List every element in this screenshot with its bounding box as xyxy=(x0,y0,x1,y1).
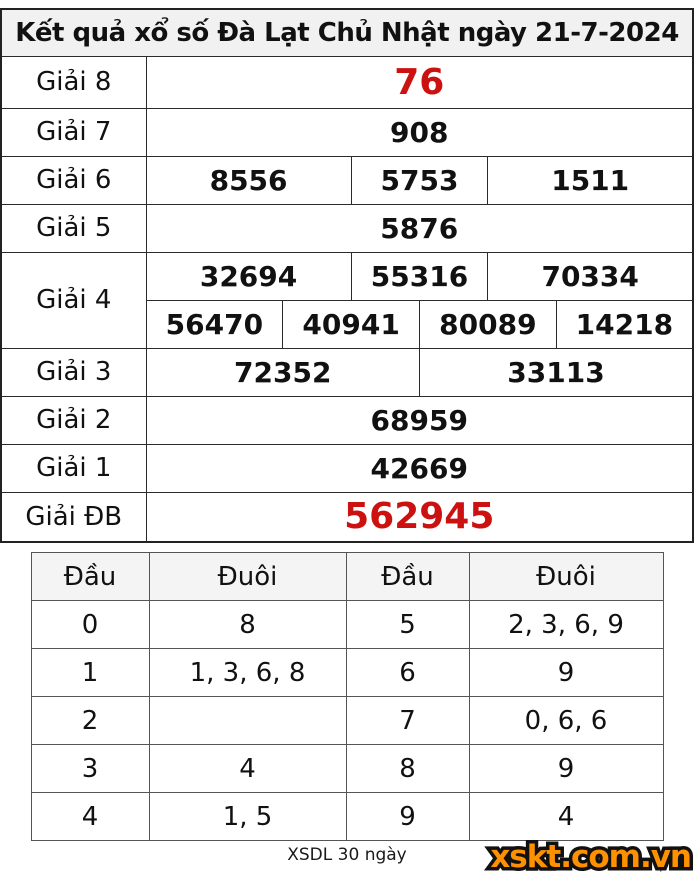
dau-cell: 9 xyxy=(345,792,470,841)
dau-cell: 8 xyxy=(345,744,470,793)
prize-value-g3-2: 33113 xyxy=(419,347,694,397)
prize-value-g4-5: 40941 xyxy=(282,299,420,349)
prize-value-g1: 42669 xyxy=(145,443,694,493)
duoi-header-2: Đuôi xyxy=(468,552,664,601)
prize-label-g2: Giải 2 xyxy=(0,395,147,445)
duoi-cell: 4 xyxy=(468,792,664,841)
duoi-cell: 4 xyxy=(148,744,347,793)
duoi-header-1: Đuôi xyxy=(148,552,347,601)
duoi-cell: 9 xyxy=(468,744,664,793)
prize-label-g4: Giải 4 xyxy=(0,251,147,349)
prize-value-g6-1: 8556 xyxy=(145,155,352,205)
duoi-cell: 8 xyxy=(148,600,347,649)
dau-cell: 5 xyxy=(345,600,470,649)
dau-duoi-row: 0 8 5 2, 3, 6, 9 xyxy=(30,600,664,649)
dau-duoi-row: 3 4 8 9 xyxy=(30,744,664,793)
prize-value-g6-3: 1511 xyxy=(487,155,694,205)
xskt-logo-text: xskt.com.vn xyxy=(490,838,692,875)
prize-value-g6-2: 5753 xyxy=(350,155,489,205)
prize-value-g4-3: 70334 xyxy=(487,251,694,301)
prize-value-g4-1: 32694 xyxy=(145,251,352,301)
prize-value-g4-4: 56470 xyxy=(145,299,284,349)
dau-duoi-row: 1 1, 3, 6, 8 6 9 xyxy=(30,648,664,697)
prize-value-g7: 908 xyxy=(145,107,694,157)
dau-cell: 0 xyxy=(30,600,150,649)
prize-value-g4-7: 14218 xyxy=(555,299,694,349)
duoi-cell: 1, 5 xyxy=(148,792,347,841)
prize-label-gdb: Giải ĐB xyxy=(0,491,147,543)
dau-header-2: Đầu xyxy=(345,552,470,601)
prize-label-g6: Giải 6 xyxy=(0,155,147,205)
prize-value-g4-6: 80089 xyxy=(419,299,557,349)
duoi-cell: 1, 3, 6, 8 xyxy=(148,648,347,697)
duoi-cell: 9 xyxy=(468,648,664,697)
prize-value-g8: 76 xyxy=(145,55,694,109)
prize-label-g5: Giải 5 xyxy=(0,203,147,253)
prize-label-g8: Giải 8 xyxy=(0,55,147,109)
duoi-cell: 2, 3, 6, 9 xyxy=(468,600,664,649)
prize-value-g3-1: 72352 xyxy=(145,347,420,397)
prize-label-g3: Giải 3 xyxy=(0,347,147,397)
dau-cell: 3 xyxy=(30,744,150,793)
prize-label-g7: Giải 7 xyxy=(0,107,147,157)
dau-cell: 6 xyxy=(345,648,470,697)
dau-duoi-row: 4 1, 5 9 4 xyxy=(30,792,664,841)
xskt-watermark-logo: xskt.com.vn xskt.com.vn xyxy=(487,836,694,875)
dau-duoi-row: 2 7 0, 6, 6 xyxy=(30,696,664,745)
dau-cell: 7 xyxy=(345,696,470,745)
dau-cell: 4 xyxy=(30,792,150,841)
prize-value-g4-2: 55316 xyxy=(350,251,489,301)
prize-value-g5: 5876 xyxy=(145,203,694,253)
page-title: Kết quả xổ số Đà Lạt Chủ Nhật ngày 21-7-… xyxy=(0,8,694,57)
dau-cell: 1 xyxy=(30,648,150,697)
dau-cell: 2 xyxy=(30,696,150,745)
lottery-results-table: Kết quả xổ số Đà Lạt Chủ Nhật ngày 21-7-… xyxy=(0,8,694,543)
dau-duoi-table: Đầu Đuôi Đầu Đuôi 0 8 5 2, 3, 6, 9 1 1, … xyxy=(30,552,664,841)
duoi-cell xyxy=(148,696,347,745)
prize-value-g2: 68959 xyxy=(145,395,694,445)
prize-label-g1: Giải 1 xyxy=(0,443,147,493)
dau-header-1: Đầu xyxy=(30,552,150,601)
duoi-cell: 0, 6, 6 xyxy=(468,696,664,745)
table-caption: XSDL 30 ngày xyxy=(287,845,407,865)
prize-value-gdb: 562945 xyxy=(145,491,694,543)
